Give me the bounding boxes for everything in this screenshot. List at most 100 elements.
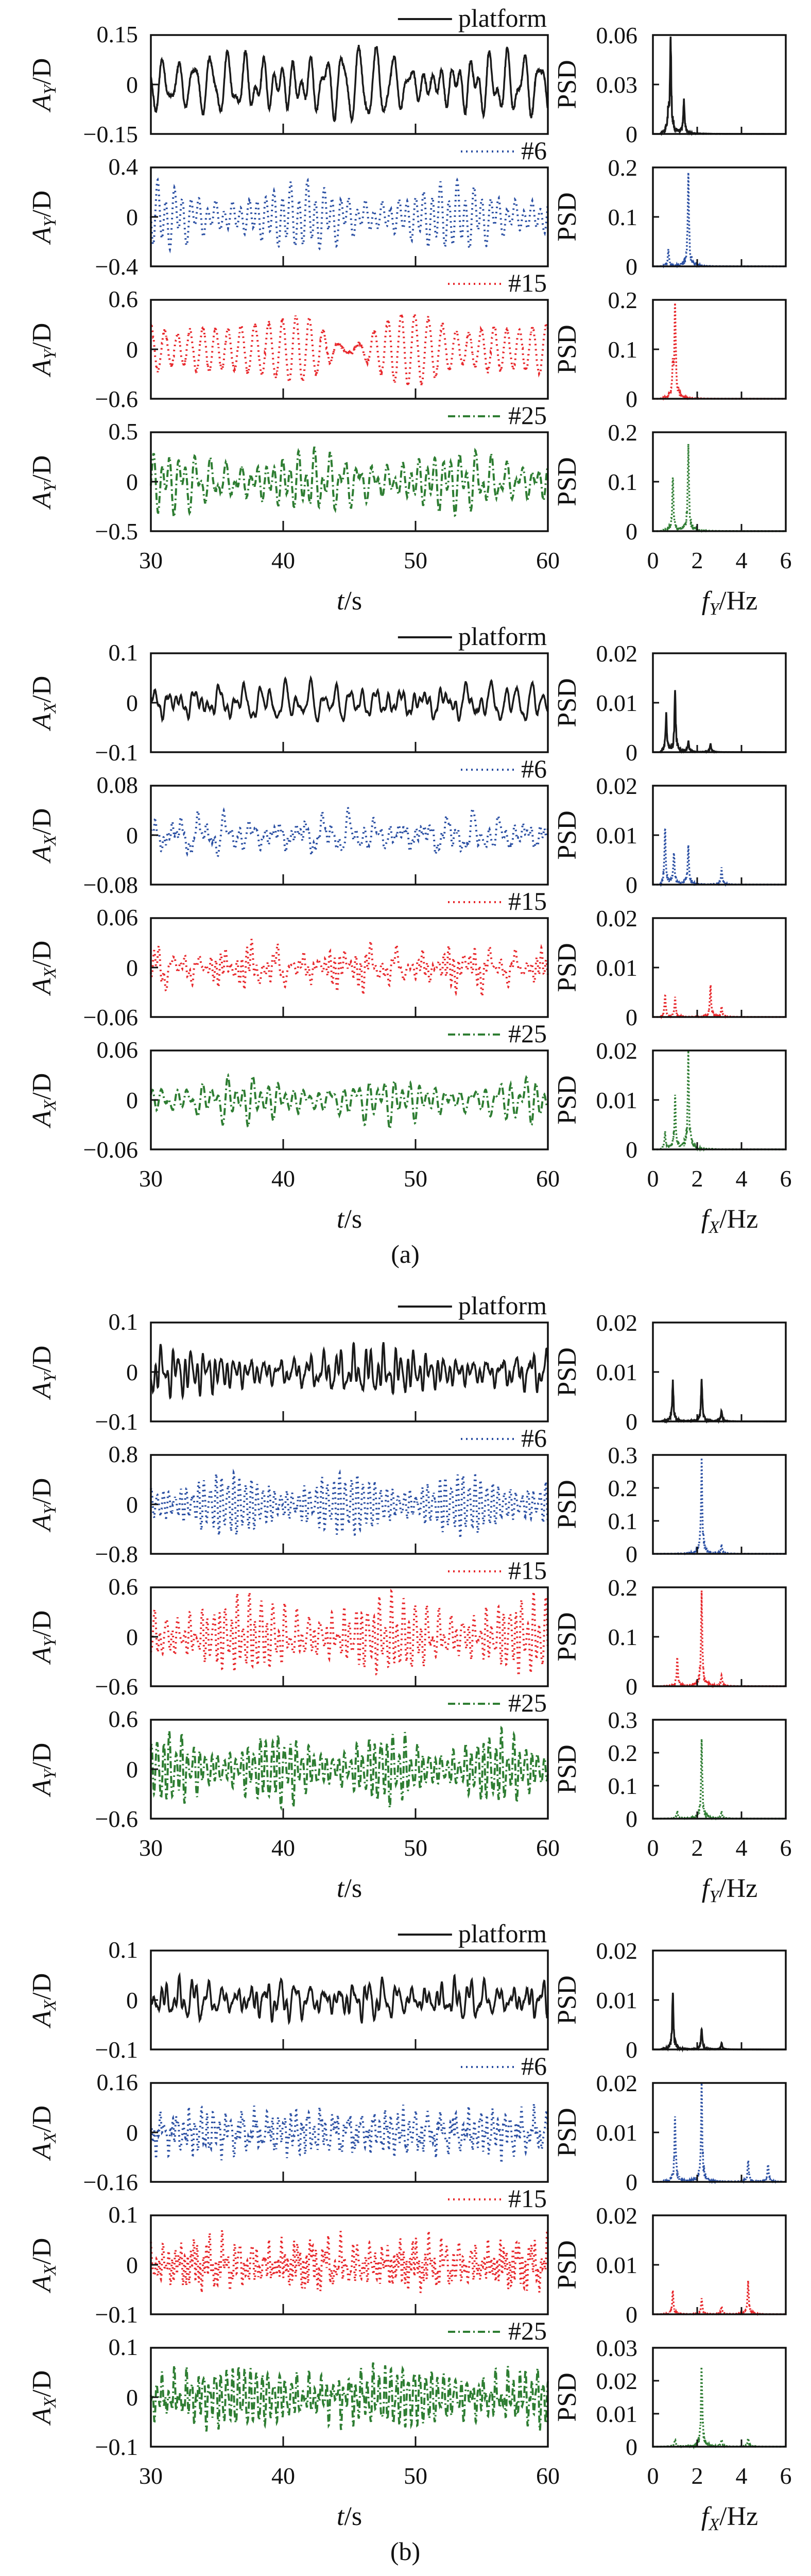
psd-y-tick-label: 0 bbox=[626, 1409, 637, 1435]
time-series-line bbox=[150, 1588, 549, 1679]
y-tick-label: 0 bbox=[126, 336, 138, 363]
time-series-line bbox=[150, 177, 549, 253]
x-axis-label: t/s bbox=[337, 586, 362, 616]
psd-y-axis-label: PSD bbox=[553, 810, 582, 859]
time-series-line bbox=[150, 446, 549, 517]
panel-2: #6 0.4 0 −0.4 AY/D 0.2 0.1 0 PSD bbox=[27, 136, 787, 280]
psd-y-tick-label: 0.1 bbox=[608, 204, 638, 230]
psd-y-tick-label: 0.01 bbox=[596, 2401, 638, 2427]
psd-line bbox=[653, 828, 786, 887]
time-series-line bbox=[150, 675, 548, 723]
psd-y-tick-label: 0.2 bbox=[608, 287, 638, 313]
y-axis-label: AY/D bbox=[27, 58, 60, 113]
psd-axes-frame bbox=[652, 1454, 787, 1555]
psd-y-tick-label: 0 bbox=[626, 386, 637, 412]
time-series-line bbox=[150, 1725, 549, 1811]
x-tick-label: 30 bbox=[139, 1835, 163, 1861]
psd-axes-frame bbox=[652, 785, 787, 886]
legend-label: #6 bbox=[521, 1423, 547, 1452]
x-tick-label: 60 bbox=[536, 1165, 560, 1192]
panel-2: #6 0.08 0 −0.08 AX/D 0.02 0.01 0 PSD bbox=[27, 754, 787, 898]
chart-group-2: platform0.10−0.1AX/D0.020.010PSD#60.080−… bbox=[27, 622, 792, 1268]
x-tick-label: 50 bbox=[404, 1165, 427, 1192]
time-axes-frame bbox=[150, 166, 549, 267]
psd-y-axis-label: PSD bbox=[553, 943, 582, 992]
psd-y-tick-label: 0 bbox=[626, 1806, 637, 1832]
y-axis-label: AY/D bbox=[27, 1743, 60, 1798]
psd-y-axis-label: PSD bbox=[553, 1744, 582, 1793]
time-series-line bbox=[150, 2227, 549, 2293]
psd-x-tick-label: 0 bbox=[647, 547, 659, 573]
x-tick-label: 60 bbox=[536, 1835, 560, 1861]
y-tick-label: 0.6 bbox=[109, 286, 139, 312]
y-axis-label: AX/D bbox=[27, 676, 60, 732]
y-tick-label: 0.6 bbox=[109, 1573, 139, 1600]
psd-y-tick-label: 0 bbox=[626, 518, 637, 545]
y-axis-label: AX/D bbox=[27, 2238, 60, 2294]
y-tick-label: 0.06 bbox=[97, 1037, 139, 1063]
psd-x-tick-label: 2 bbox=[692, 2463, 703, 2489]
psd-axes-frame bbox=[652, 166, 787, 267]
psd-x-tick-label: 6 bbox=[780, 1165, 792, 1192]
y-tick-label: 0 bbox=[126, 1756, 138, 1783]
psd-y-tick-label: 0.01 bbox=[596, 822, 638, 849]
psd-x-tick-label: 6 bbox=[780, 1835, 792, 1861]
y-axis-label: AY/D bbox=[27, 1346, 60, 1400]
psd-y-axis-label: PSD bbox=[553, 60, 582, 109]
psd-y-tick-label: 0 bbox=[626, 2434, 637, 2460]
legend-label: #25 bbox=[508, 1019, 547, 1048]
panel-3: #15 0.6 0 −0.6 AY/D 0.2 0.1 0 PSD bbox=[27, 268, 787, 412]
psd-y-tick-label: 0.03 bbox=[596, 2335, 638, 2361]
y-tick-label: 0 bbox=[126, 690, 138, 716]
panel-1: platform 0.1 0 −0.1 AX/D 0.02 0.01 0 PSD bbox=[27, 1919, 787, 2063]
x-tick-label: 50 bbox=[404, 1835, 427, 1861]
legend-label: #6 bbox=[521, 754, 547, 783]
y-tick-label: 0.4 bbox=[109, 154, 139, 180]
y-tick-label: 0 bbox=[126, 1359, 138, 1385]
y-axis-label: AY/D bbox=[27, 1611, 60, 1665]
psd-x-tick-label: 4 bbox=[736, 1165, 748, 1192]
y-tick-label: 0 bbox=[126, 72, 138, 98]
psd-x-tick-label: 4 bbox=[736, 1835, 748, 1861]
psd-x-tick-label: 0 bbox=[647, 1835, 659, 1861]
psd-y-tick-label: 0.1 bbox=[608, 1508, 638, 1534]
psd-y-tick-label: 0.2 bbox=[608, 1475, 638, 1501]
psd-y-tick-label: 0.02 bbox=[596, 1938, 638, 1964]
x-axis-label: t/s bbox=[337, 2502, 362, 2531]
legend-label: platform bbox=[458, 4, 547, 32]
y-tick-label: 0.1 bbox=[109, 1309, 139, 1335]
time-axes-frame bbox=[150, 34, 549, 135]
legend-label: platform bbox=[458, 1919, 547, 1948]
psd-y-tick-label: 0.02 bbox=[596, 1310, 638, 1336]
psd-line bbox=[653, 2366, 786, 2450]
psd-y-axis-label: PSD bbox=[553, 2240, 582, 2289]
psd-line bbox=[653, 690, 786, 754]
chart-group-4: platform0.10−0.1AX/D0.020.010PSD#60.160−… bbox=[27, 1919, 792, 2566]
psd-y-tick-label: 0.3 bbox=[608, 1707, 638, 1733]
y-tick-label: −0.06 bbox=[83, 1004, 138, 1030]
psd-y-tick-label: 0.01 bbox=[596, 2120, 638, 2146]
legend-label: platform bbox=[458, 622, 547, 651]
legend-label: #25 bbox=[508, 1688, 547, 1717]
psd-y-tick-label: 0.02 bbox=[596, 1038, 638, 1064]
psd-axes-frame bbox=[652, 1049, 787, 1150]
psd-line bbox=[653, 1992, 786, 2053]
psd-x-tick-label: 4 bbox=[736, 2463, 748, 2489]
legend-label: #15 bbox=[508, 887, 547, 916]
y-tick-label: −0.4 bbox=[95, 253, 138, 280]
legend-label: #6 bbox=[521, 2052, 547, 2080]
y-tick-label: 0 bbox=[126, 2384, 138, 2411]
y-tick-label: −0.6 bbox=[95, 1806, 138, 1832]
psd-y-axis-label: PSD bbox=[553, 1975, 582, 2024]
psd-y-axis-label: PSD bbox=[553, 2372, 582, 2421]
y-axis-label: AY/D bbox=[27, 1478, 60, 1533]
psd-y-tick-label: 0 bbox=[626, 739, 637, 766]
psd-y-tick-label: 0.1 bbox=[608, 1624, 638, 1650]
time-axes-frame bbox=[150, 299, 549, 400]
psd-x-tick-label: 6 bbox=[780, 2463, 792, 2489]
y-tick-label: −0.1 bbox=[95, 2301, 138, 2328]
psd-axes-frame bbox=[652, 2347, 787, 2448]
psd-y-tick-label: 0 bbox=[626, 253, 637, 280]
psd-y-tick-label: 0.01 bbox=[596, 955, 638, 981]
